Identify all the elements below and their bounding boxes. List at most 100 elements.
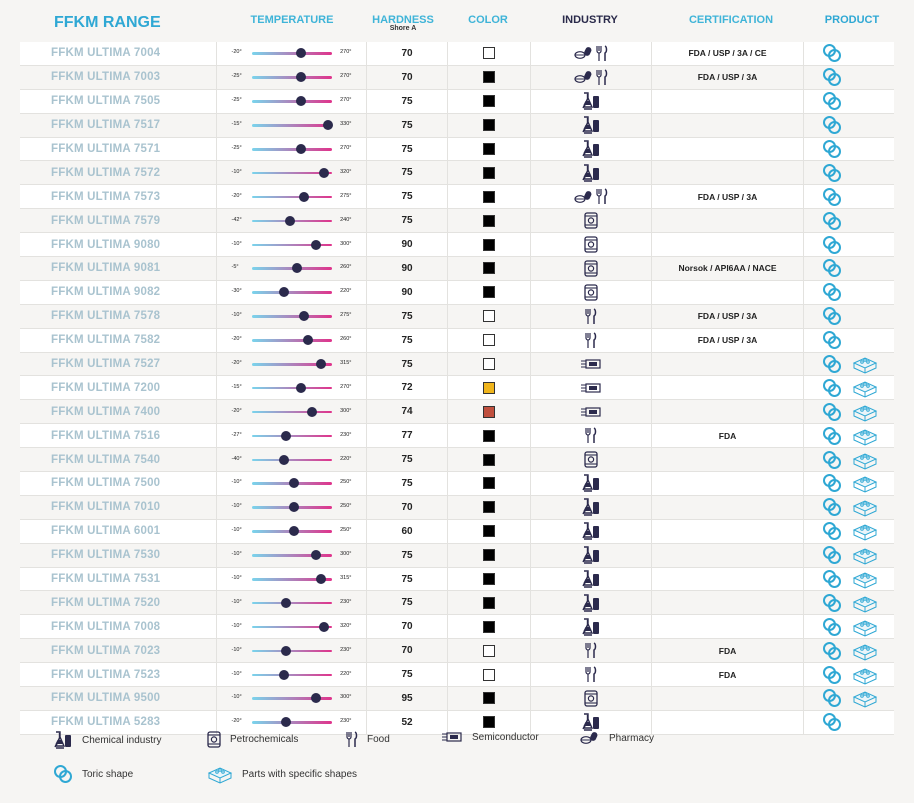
legend-food-label: Food [367, 734, 390, 745]
table-row: FFKM ULTIMA 5283 -20° 230° 52 [20, 710, 894, 735]
product-cell [804, 138, 912, 161]
certification: FDA / USP / 3A [697, 311, 758, 322]
temperature-range: -27° 230° [217, 424, 366, 447]
temp-marker [298, 191, 309, 202]
temp-bar [251, 339, 332, 342]
color-cell [448, 161, 530, 184]
legend-pharmacy: Pharmacy [580, 731, 654, 745]
temp-bar [251, 578, 332, 581]
product-name: FFKM ULTIMA 7505 [51, 95, 161, 108]
product-cell [804, 257, 912, 280]
color-cell [448, 281, 530, 304]
temp-min: -30° [231, 288, 242, 295]
temp-max: 300° [340, 240, 352, 247]
certification [652, 114, 803, 137]
temp-marker [288, 478, 299, 489]
table-row: FFKM ULTIMA 7572 -10° 320° 75 [20, 161, 894, 186]
certification [652, 353, 803, 376]
temp-marker [310, 550, 321, 561]
hardness-value: 75 [401, 119, 413, 131]
temperature-range: -20° 300° [217, 400, 366, 423]
hardness-value: 75 [401, 215, 413, 227]
temp-marker [310, 239, 321, 250]
color-cell [448, 663, 530, 686]
table-row: FFKM ULTIMA 7520 -10° 230° 75 [20, 591, 894, 616]
hardness-value: 70 [401, 71, 413, 83]
legend-semi-label: Semiconductor [472, 731, 539, 743]
toric-shape-icon [822, 497, 842, 517]
temperature-range: -25° 270° [217, 66, 366, 89]
color-swatch [483, 95, 495, 108]
parts-specific-shapes-icon [852, 688, 878, 709]
industry-cell [531, 114, 651, 137]
toric-shape-icon [822, 450, 842, 470]
certification [652, 161, 803, 184]
toric-shape-icon [822, 569, 842, 589]
temp-max: 220° [340, 455, 352, 462]
certification: Norsok / API6AA / NACE [678, 263, 777, 274]
chemical-industry-icon [581, 522, 601, 540]
toric-shape-icon [822, 67, 842, 87]
temp-min: -20° [231, 192, 242, 199]
chemical-industry-icon [581, 116, 601, 134]
industry-cell [531, 639, 651, 662]
color-cell [448, 376, 530, 399]
product-cell [804, 400, 912, 423]
industry-cell [531, 305, 651, 328]
temperature-header: TEMPERATURE [250, 14, 334, 26]
petrochemicals-icon [207, 731, 221, 748]
hardness-value: 70 [401, 501, 413, 513]
certification [652, 568, 803, 591]
table-row: FFKM ULTIMA 9082 -30° 220° 90 [20, 280, 894, 305]
product-cell [804, 66, 912, 89]
chemical-industry-icon [581, 546, 601, 564]
product-name: FFKM ULTIMA 7540 [51, 453, 161, 466]
industry-cell [531, 472, 651, 495]
temp-marker [288, 502, 299, 513]
temp-min: -20° [231, 336, 242, 343]
food-icon [585, 308, 597, 325]
industry-cell [531, 161, 651, 184]
product-cell [804, 42, 912, 65]
color-cell [448, 424, 530, 447]
temp-marker [298, 311, 309, 322]
product-cell [804, 591, 912, 614]
legend-toric-label: Toric shape [82, 768, 134, 780]
certification: FDA / USP / 3A / CE [688, 48, 767, 59]
certification [652, 591, 803, 614]
product-name: FFKM ULTIMA 7520 [51, 596, 161, 609]
temp-min: -10° [231, 694, 242, 701]
food-icon [585, 331, 597, 349]
color-swatch [483, 716, 495, 729]
hardness-value: 72 [401, 382, 413, 394]
product-cell [804, 448, 912, 471]
food-icon [596, 188, 608, 205]
legend-semi: Semiconductor [441, 731, 539, 743]
toric-shape-icon [822, 521, 842, 541]
page-title: FFKM RANGE [54, 14, 161, 31]
table-row: FFKM ULTIMA 7571 -25° 270° 75 [20, 137, 894, 162]
food-icon [596, 69, 608, 86]
semiconductor-icon [441, 731, 463, 743]
industry-cell [531, 448, 651, 471]
certification-header: CERTIFICATION [688, 14, 774, 26]
hardness-value: 90 [401, 262, 413, 274]
temp-min: -15° [231, 121, 242, 128]
industry-cell [531, 496, 651, 519]
industry-cell [531, 591, 651, 614]
toric-shape-icon [822, 235, 842, 255]
table-row: FFKM ULTIMA 7527 -20° 315° 75 [20, 352, 894, 377]
petrochemicals-icon [584, 260, 598, 277]
temp-bar [251, 100, 332, 103]
table-row: FFKM ULTIMA 7010 -10° 250° 70 [20, 495, 894, 520]
table-row: FFKM ULTIMA 7573 -20° 275° 75 FDA / USP / 3A [20, 185, 894, 210]
product-name: FFKM ULTIMA 9080 [51, 238, 161, 251]
temperature-range: -10° 300° [217, 687, 366, 710]
table-row: FFKM ULTIMA 7531 -10° 315° 75 [20, 567, 894, 592]
hardness-value: 60 [401, 525, 413, 537]
pharmacy-icon [574, 70, 594, 84]
food-icon [585, 666, 597, 683]
product-name: FFKM ULTIMA 7010 [51, 501, 161, 514]
table-row: FFKM ULTIMA 7579 -42° 240° 75 [20, 209, 894, 234]
color-swatch [483, 358, 495, 371]
